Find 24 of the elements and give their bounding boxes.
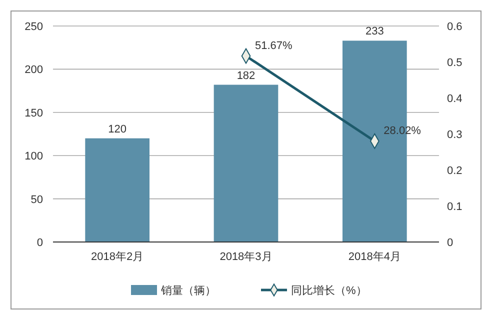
bar — [214, 84, 278, 242]
y-tick-label: 100 — [24, 150, 43, 163]
y2-tick-label: 0.5 — [447, 57, 462, 69]
y2-tick-label: 0 — [447, 237, 454, 249]
y2-tick-label: 0.1 — [447, 201, 462, 213]
y-tick-label: 50 — [30, 194, 43, 206]
legend-label: 同比增长（%） — [291, 284, 367, 297]
y2-tick-label: 0.3 — [447, 129, 462, 141]
data-label: 51.67% — [255, 40, 293, 52]
y2-tick-label: 0.4 — [447, 93, 462, 105]
y2-tick-label: 0.2 — [447, 165, 462, 177]
y-tick-label: 0 — [36, 237, 43, 249]
legend-label: 销量（辆） — [160, 285, 216, 297]
y-tick-label: 250 — [24, 21, 43, 33]
data-label: 120 — [108, 123, 127, 136]
x-tick-label: 2018年2月 — [91, 251, 144, 263]
data-label: 233 — [365, 26, 384, 38]
bar — [85, 138, 150, 242]
y-tick-label: 200 — [24, 64, 43, 76]
y2-tick-label: 0.6 — [447, 21, 462, 33]
data-label: 182 — [236, 70, 256, 82]
y-tick-label: 150 — [24, 107, 43, 120]
x-tick-label: 2018年4月 — [348, 251, 401, 263]
x-tick-label: 2018年3月 — [220, 251, 272, 263]
